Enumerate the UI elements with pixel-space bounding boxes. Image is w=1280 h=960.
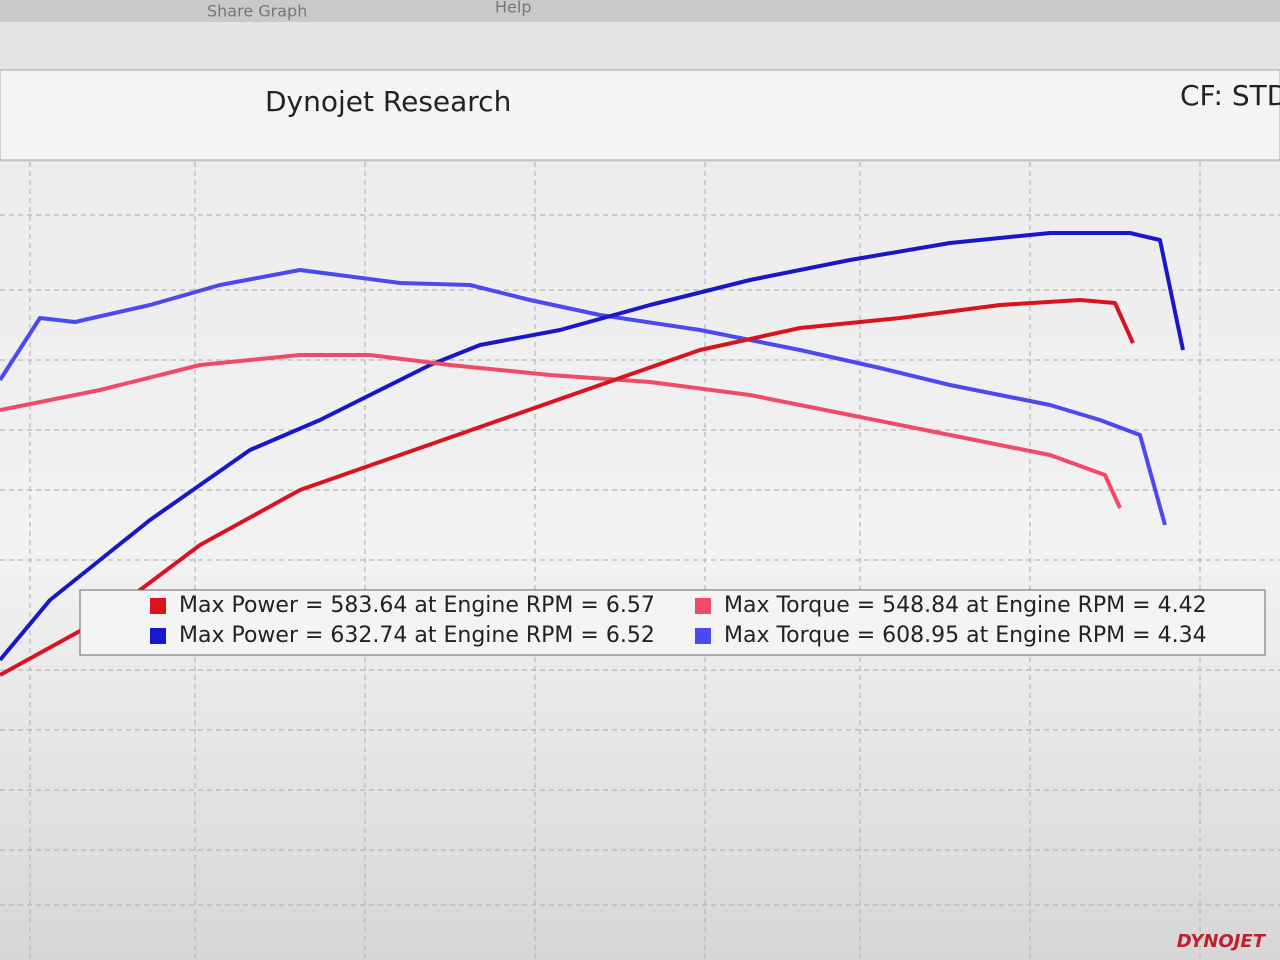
curves — [0, 231, 1185, 677]
legend-entry: Max Power = 632.74 at Engine RPM = 6.52 — [179, 623, 655, 648]
torque-curve-1 — [0, 353, 1122, 509]
logo: DYNOJET — [1177, 931, 1267, 952]
legend-swatch — [150, 598, 166, 614]
grid — [0, 162, 1280, 960]
legend-swatch — [695, 628, 711, 644]
legend-entry: Max Torque = 608.95 at Engine RPM = 4.34 — [724, 623, 1207, 648]
header — [0, 69, 1280, 161]
header-title: Dynojet Research — [265, 85, 511, 118]
toolbar — [0, 0, 1280, 22]
torque-curve-2 — [0, 268, 1167, 526]
plot-area — [0, 162, 1280, 960]
correction-factor: CF: STD — [1180, 79, 1280, 112]
legend — [79, 589, 1266, 656]
legend-swatch — [695, 598, 711, 614]
legend-entry: Max Power = 583.64 at Engine RPM = 6.57 — [179, 593, 655, 618]
toolbar-item[interactable]: Help — [495, 0, 531, 17]
legend-entry: Max Torque = 548.84 at Engine RPM = 4.42 — [724, 593, 1207, 618]
toolbar-item[interactable]: Share Graph — [207, 2, 307, 21]
power-curve-2 — [0, 231, 1185, 662]
power-curve-1 — [0, 298, 1135, 677]
toolbar-band — [0, 22, 1280, 70]
legend-swatch — [150, 628, 166, 644]
